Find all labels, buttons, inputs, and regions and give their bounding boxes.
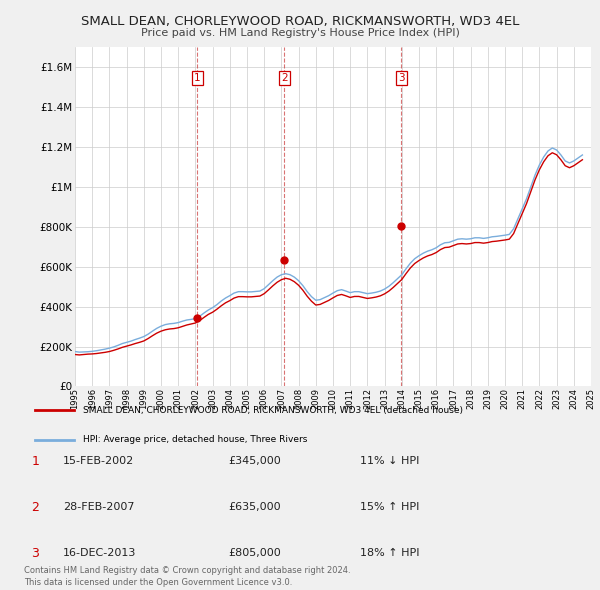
Text: 28-FEB-2007: 28-FEB-2007 — [63, 503, 134, 512]
Text: 11% ↓ HPI: 11% ↓ HPI — [360, 457, 419, 466]
Text: 1: 1 — [31, 455, 40, 468]
Text: SMALL DEAN, CHORLEYWOOD ROAD, RICKMANSWORTH, WD3 4EL: SMALL DEAN, CHORLEYWOOD ROAD, RICKMANSWO… — [81, 15, 519, 28]
Text: Contains HM Land Registry data © Crown copyright and database right 2024.
This d: Contains HM Land Registry data © Crown c… — [24, 566, 350, 587]
Text: 15% ↑ HPI: 15% ↑ HPI — [360, 503, 419, 512]
Text: 2: 2 — [31, 501, 40, 514]
Text: 2: 2 — [281, 73, 287, 83]
Text: Price paid vs. HM Land Registry's House Price Index (HPI): Price paid vs. HM Land Registry's House … — [140, 28, 460, 38]
Text: 3: 3 — [31, 547, 40, 560]
Text: SMALL DEAN, CHORLEYWOOD ROAD, RICKMANSWORTH, WD3 4EL (detached house): SMALL DEAN, CHORLEYWOOD ROAD, RICKMANSWO… — [83, 405, 463, 415]
Text: 3: 3 — [398, 73, 404, 83]
Text: HPI: Average price, detached house, Three Rivers: HPI: Average price, detached house, Thre… — [83, 435, 307, 444]
Text: 18% ↑ HPI: 18% ↑ HPI — [360, 549, 419, 558]
Text: £345,000: £345,000 — [228, 457, 281, 466]
Text: 1: 1 — [194, 73, 201, 83]
Text: £635,000: £635,000 — [228, 503, 281, 512]
Text: 16-DEC-2013: 16-DEC-2013 — [63, 549, 136, 558]
Text: 15-FEB-2002: 15-FEB-2002 — [63, 457, 134, 466]
Text: £805,000: £805,000 — [228, 549, 281, 558]
